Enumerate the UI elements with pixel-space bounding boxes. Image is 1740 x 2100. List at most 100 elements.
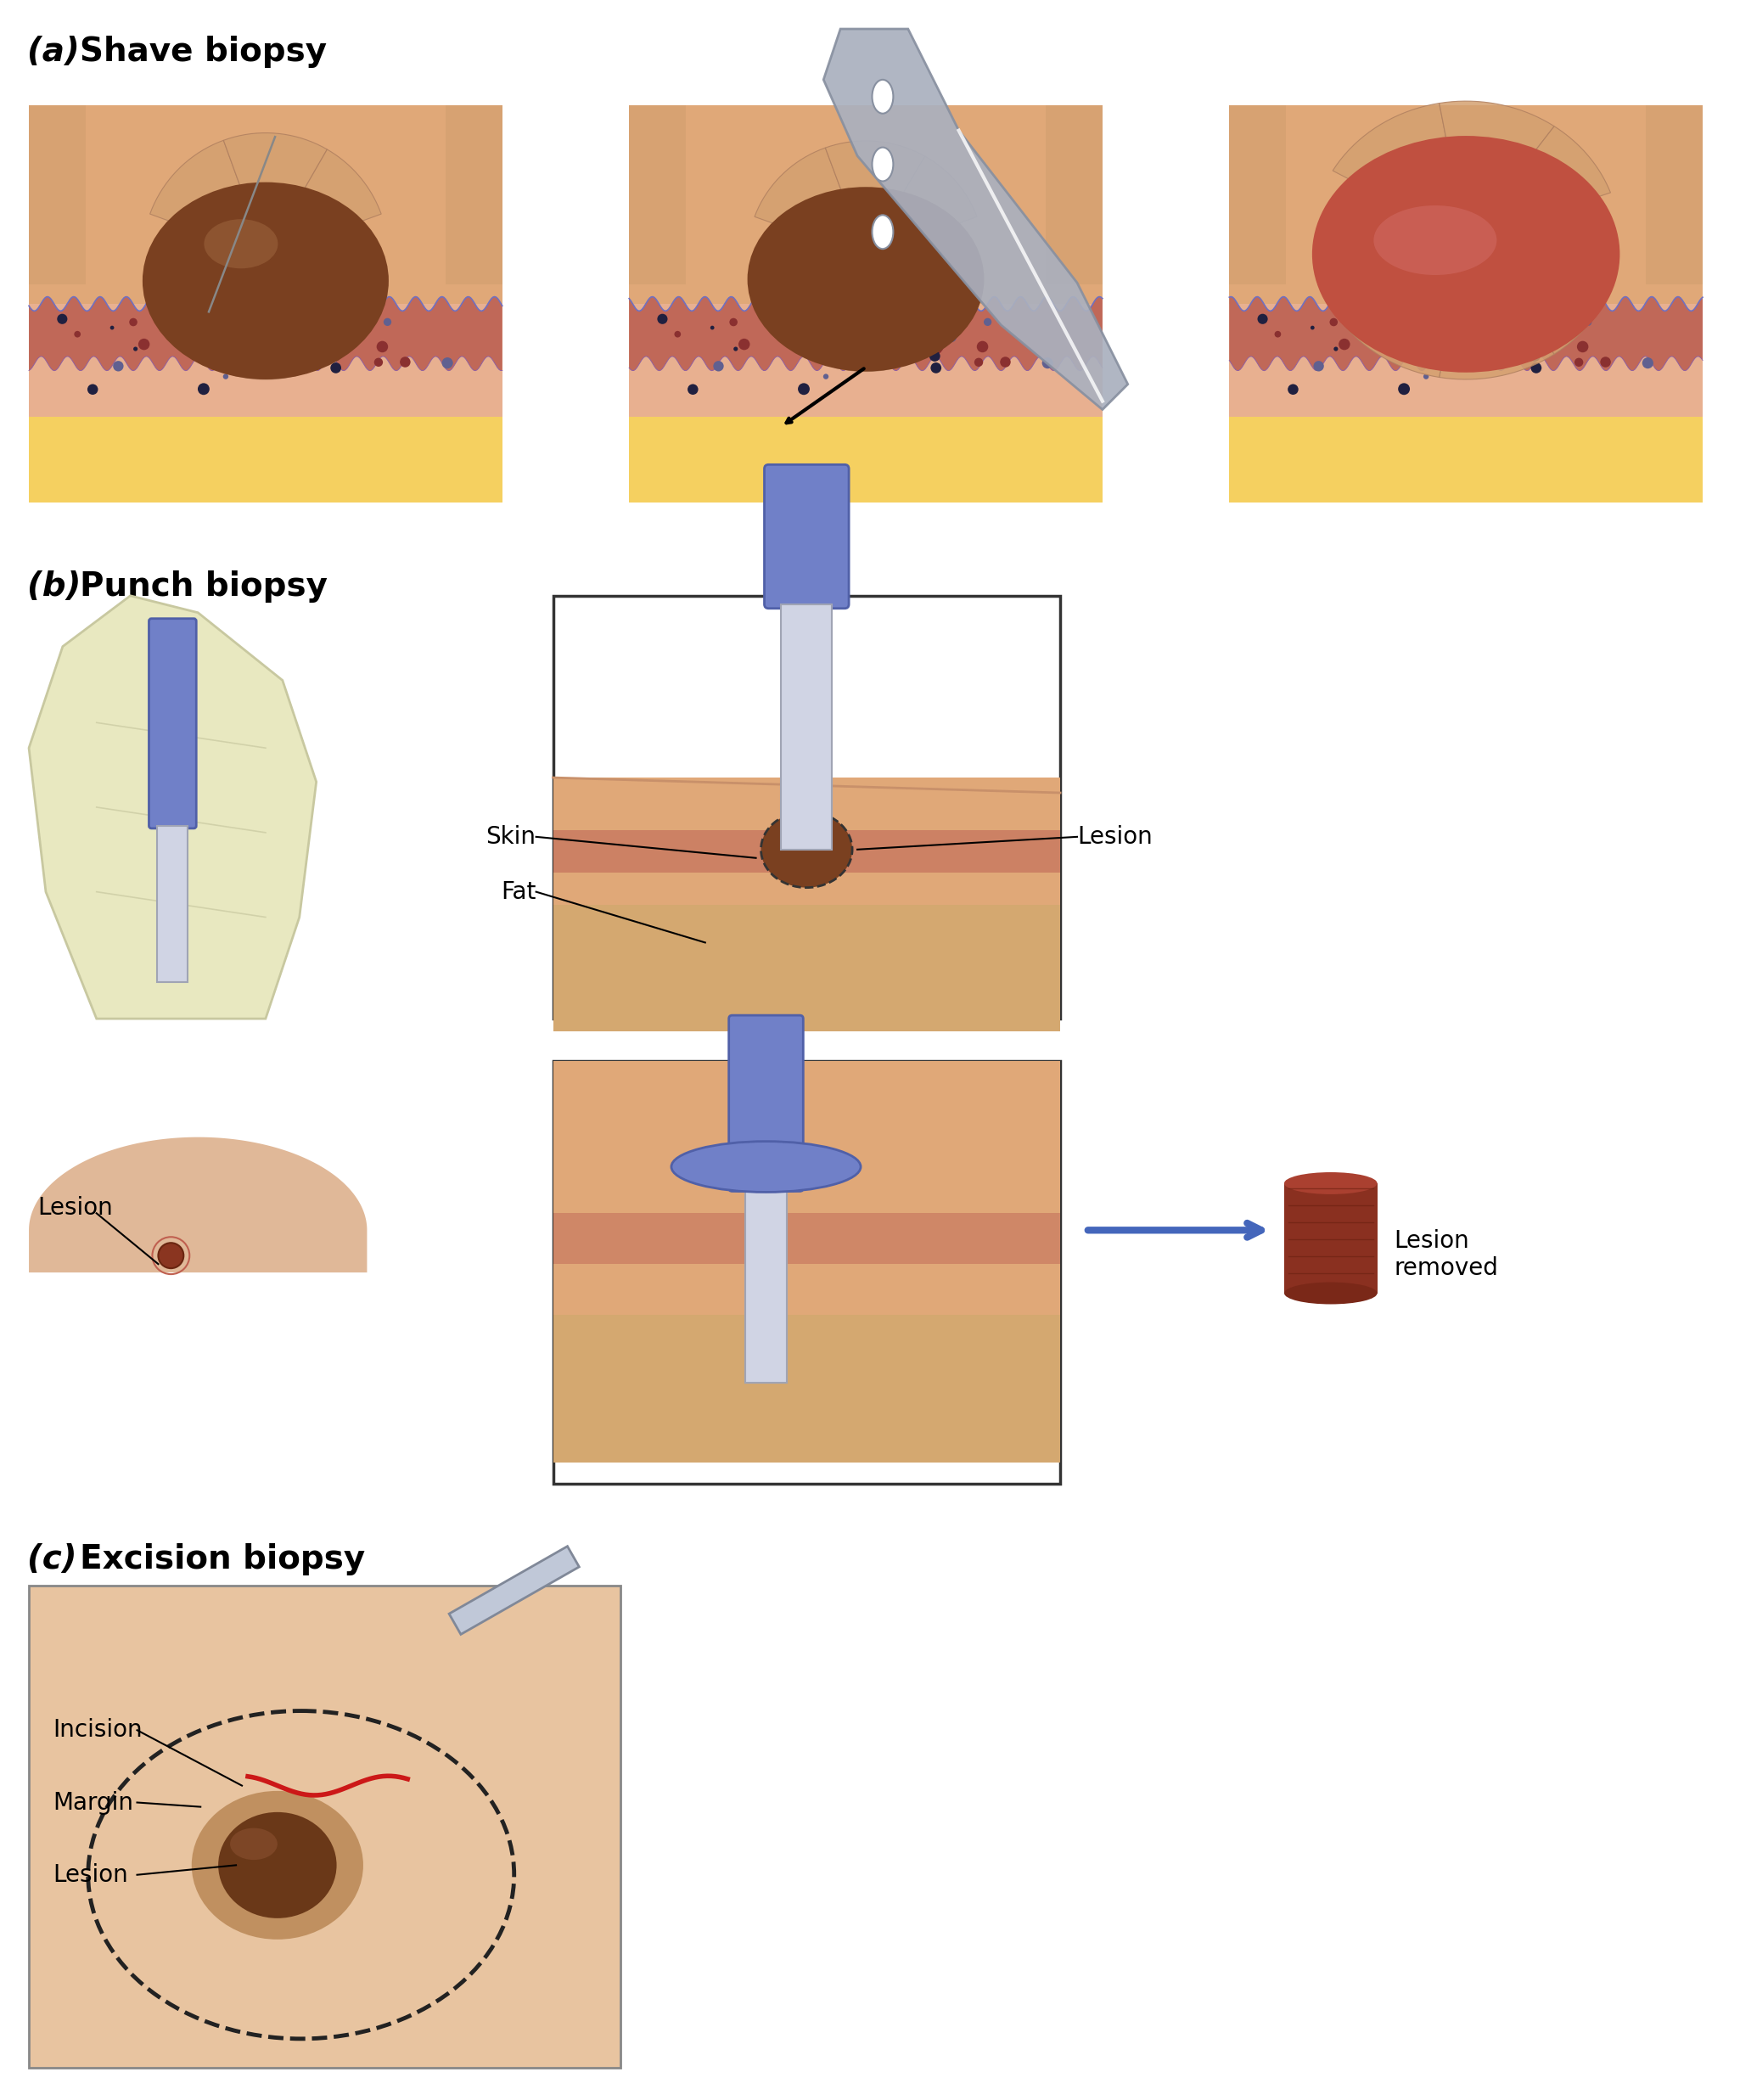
Circle shape: [75, 332, 80, 338]
Polygon shape: [630, 105, 686, 284]
Circle shape: [1601, 357, 1611, 368]
Polygon shape: [1046, 105, 1103, 284]
Circle shape: [945, 332, 957, 342]
Circle shape: [332, 340, 343, 353]
Circle shape: [1423, 374, 1429, 380]
Text: Skin: Skin: [485, 825, 536, 848]
Circle shape: [846, 355, 851, 359]
Polygon shape: [867, 256, 976, 357]
Ellipse shape: [191, 1791, 364, 1940]
Circle shape: [110, 325, 115, 330]
Bar: [1284, 1182, 1376, 1294]
Bar: [553, 777, 1060, 905]
Text: Shave biopsy: Shave biopsy: [80, 36, 327, 67]
Bar: [630, 416, 1103, 502]
Circle shape: [137, 338, 150, 351]
Ellipse shape: [1284, 1283, 1376, 1304]
Circle shape: [1042, 357, 1053, 370]
Polygon shape: [266, 149, 381, 256]
Polygon shape: [825, 141, 926, 256]
Polygon shape: [1333, 239, 1467, 378]
Circle shape: [734, 346, 738, 351]
Polygon shape: [755, 147, 867, 256]
Circle shape: [1397, 382, 1409, 395]
Circle shape: [738, 338, 750, 351]
Circle shape: [376, 340, 388, 353]
Circle shape: [158, 1243, 184, 1268]
Polygon shape: [1439, 101, 1554, 239]
Circle shape: [1413, 330, 1423, 340]
Circle shape: [198, 382, 209, 395]
Polygon shape: [1467, 239, 1611, 355]
Ellipse shape: [760, 811, 853, 888]
Polygon shape: [823, 29, 1128, 410]
Bar: [553, 596, 1060, 1019]
Polygon shape: [150, 141, 266, 256]
Bar: [30, 304, 503, 418]
Circle shape: [1533, 344, 1542, 353]
Bar: [553, 1060, 1060, 1485]
Bar: [733, 1168, 800, 1189]
Ellipse shape: [1312, 136, 1620, 372]
Circle shape: [129, 317, 137, 326]
Bar: [1228, 416, 1703, 502]
Text: Lesion: Lesion: [37, 1197, 113, 1220]
Polygon shape: [30, 596, 317, 1019]
Ellipse shape: [143, 183, 388, 380]
Circle shape: [1258, 313, 1268, 323]
Circle shape: [813, 330, 823, 340]
Text: Fat: Fat: [501, 880, 536, 903]
Bar: [553, 830, 1060, 874]
Ellipse shape: [218, 1812, 336, 1917]
Circle shape: [331, 363, 341, 374]
Circle shape: [931, 363, 941, 374]
Ellipse shape: [872, 214, 893, 250]
Text: Lesion: Lesion: [52, 1863, 129, 1886]
Circle shape: [1333, 346, 1338, 351]
Circle shape: [1329, 317, 1338, 326]
Circle shape: [1274, 332, 1281, 338]
Bar: [30, 1586, 621, 2069]
Circle shape: [237, 325, 245, 334]
Circle shape: [113, 361, 124, 372]
Bar: [1228, 304, 1703, 418]
Ellipse shape: [748, 187, 985, 372]
Circle shape: [1437, 325, 1446, 334]
Circle shape: [778, 311, 786, 319]
Circle shape: [332, 344, 341, 353]
Circle shape: [345, 332, 357, 342]
Circle shape: [929, 351, 940, 361]
Ellipse shape: [672, 1142, 861, 1193]
Polygon shape: [1467, 126, 1611, 239]
Circle shape: [1446, 355, 1451, 359]
Circle shape: [329, 351, 339, 361]
Circle shape: [837, 325, 846, 334]
Circle shape: [57, 313, 68, 323]
Polygon shape: [1228, 296, 1703, 372]
FancyBboxPatch shape: [729, 1014, 804, 1191]
Circle shape: [1389, 338, 1395, 344]
Circle shape: [134, 346, 137, 351]
FancyBboxPatch shape: [764, 464, 849, 609]
Circle shape: [1583, 317, 1592, 326]
Circle shape: [177, 311, 186, 319]
Circle shape: [1545, 332, 1557, 342]
Polygon shape: [223, 256, 327, 380]
Polygon shape: [266, 256, 381, 363]
Bar: [553, 1060, 1060, 1189]
Circle shape: [933, 344, 941, 353]
Text: (b): (b): [28, 571, 82, 603]
Circle shape: [675, 332, 680, 338]
Ellipse shape: [204, 218, 278, 269]
Ellipse shape: [1373, 206, 1496, 275]
Bar: [553, 1315, 1060, 1464]
Polygon shape: [223, 132, 327, 256]
Polygon shape: [150, 256, 266, 372]
Circle shape: [1533, 340, 1543, 353]
Text: Lesion
removed: Lesion removed: [1394, 1228, 1498, 1281]
Bar: [630, 304, 1103, 418]
Circle shape: [1531, 363, 1542, 374]
Circle shape: [983, 317, 992, 326]
Circle shape: [1643, 357, 1653, 370]
Polygon shape: [449, 1546, 579, 1634]
